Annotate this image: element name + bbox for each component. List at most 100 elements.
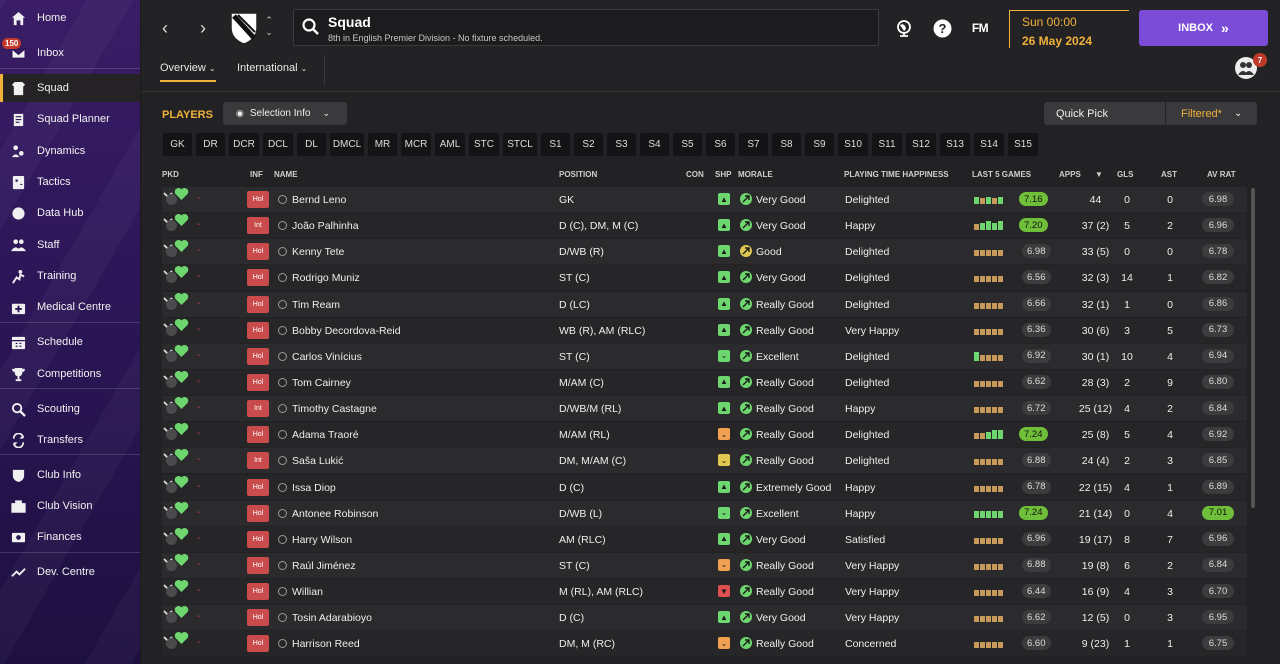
info-badge[interactable]: Hol xyxy=(247,556,269,574)
col-pkd[interactable]: PKD xyxy=(162,170,179,179)
info-badge[interactable]: Hol xyxy=(247,191,269,208)
position-filter-s2[interactable]: S2 xyxy=(574,133,603,156)
sidebar-item-staff[interactable]: Staff xyxy=(0,231,140,259)
position-filter-s13[interactable]: S13 xyxy=(940,133,970,156)
sidebar-item-squad-planner[interactable]: Squad Planner xyxy=(0,105,140,133)
fm-logo[interactable]: FM xyxy=(971,21,989,35)
sidebar-item-finances[interactable]: Finances xyxy=(0,523,140,551)
help-icon[interactable]: ? xyxy=(931,17,953,39)
table-row[interactable]: - Hol Antonee Robinson D/WB (L) ⌄ Excellent Ha… xyxy=(162,500,1247,526)
position-filter-s8[interactable]: S8 xyxy=(772,133,801,156)
col-happiness[interactable]: PLAYING TIME HAPPINESS xyxy=(844,170,949,179)
col-gls[interactable]: GLS xyxy=(1117,170,1134,179)
position-filter-stc[interactable]: STC xyxy=(469,133,499,156)
sidebar-item-inbox[interactable]: Inbox xyxy=(0,39,140,67)
sidebar-item-dynamics[interactable]: Dynamics xyxy=(0,137,140,165)
player-name[interactable]: Tosin Adarabioyo xyxy=(292,612,372,625)
position-filter-s6[interactable]: S6 xyxy=(706,133,735,156)
player-name[interactable]: Carlos Vinícius xyxy=(292,350,362,363)
globe-icon[interactable] xyxy=(893,17,915,39)
player-name[interactable]: Bobby Decordova-Reid xyxy=(292,324,401,337)
forward-arrow-button[interactable]: › xyxy=(200,17,206,38)
pick-toggle[interactable] xyxy=(166,507,177,519)
table-row[interactable]: - Hol Harrison Reed DM, M (RC) ⌄ Really Good C… xyxy=(162,631,1247,657)
position-filter-s7[interactable]: S7 xyxy=(739,133,768,156)
sidebar-item-transfers[interactable]: Transfers xyxy=(0,426,140,454)
pick-toggle[interactable] xyxy=(166,638,177,650)
pick-toggle[interactable] xyxy=(166,455,177,467)
sidebar-item-tactics[interactable]: Tactics xyxy=(0,168,140,196)
back-arrow-button[interactable]: ‹ xyxy=(162,17,168,38)
col-inf[interactable]: INF xyxy=(250,170,263,179)
info-badge[interactable]: Hol xyxy=(247,635,269,653)
table-row[interactable]: - Hol Harry Wilson AM (RLC) ▲ Very Good Satisf… xyxy=(162,526,1247,552)
table-row[interactable]: - Hol Issa Diop D (C) ▲ Extremely Good Happy 6.… xyxy=(162,474,1247,500)
pick-toggle[interactable] xyxy=(166,324,177,336)
position-filter-s1[interactable]: S1 xyxy=(541,133,570,156)
player-name[interactable]: Willian xyxy=(292,586,323,599)
player-name[interactable]: Adama Traoré xyxy=(292,429,359,442)
position-filter-s14[interactable]: S14 xyxy=(974,133,1004,156)
info-badge[interactable]: Hol xyxy=(247,609,269,627)
pick-toggle[interactable] xyxy=(166,272,177,284)
position-filter-gk[interactable]: GK xyxy=(163,133,192,156)
info-badge[interactable]: Hol xyxy=(247,583,269,601)
position-filter-mr[interactable]: MR xyxy=(368,133,397,156)
sidebar-item-competitions[interactable]: Competitions xyxy=(0,360,140,388)
position-filter-dcr[interactable]: DCR xyxy=(229,133,259,156)
info-badge[interactable]: Hol xyxy=(247,504,269,522)
sidebar-item-club-vision[interactable]: Club Vision xyxy=(0,492,140,520)
info-badge[interactable]: Hol xyxy=(247,269,269,287)
info-badge[interactable]: Hol xyxy=(247,321,269,339)
sidebar-item-training[interactable]: Training xyxy=(0,262,140,290)
info-badge[interactable]: Int xyxy=(247,452,269,470)
sidebar-item-medical-centre[interactable]: Medical Centre xyxy=(0,293,140,321)
sort-desc-icon[interactable]: ▼ xyxy=(1095,170,1103,179)
game-date[interactable]: Sun 00:00 26 May 2024 xyxy=(1009,10,1129,48)
table-row[interactable]: - Hol Kenny Tete D/WB (R) ▲ Good Delighted 6.98… xyxy=(162,239,1247,265)
info-badge[interactable]: Hol xyxy=(247,295,269,313)
position-filter-s12[interactable]: S12 xyxy=(906,133,936,156)
pick-toggle[interactable] xyxy=(166,350,177,362)
table-row[interactable]: - Hol Rodrigo Muniz ST (C) ▲ Very Good Delight… xyxy=(162,265,1247,291)
info-badge[interactable]: Hol xyxy=(247,478,269,496)
pick-toggle[interactable] xyxy=(166,481,177,493)
player-name[interactable]: Rodrigo Muniz xyxy=(292,272,360,285)
info-badge[interactable]: Hol xyxy=(247,426,269,444)
col-avrat[interactable]: AV RAT xyxy=(1207,170,1236,179)
col-shp[interactable]: SHP xyxy=(715,170,732,179)
info-badge[interactable]: Hol xyxy=(247,530,269,548)
page-title-box[interactable]: Squad 8th in English Premier Division - … xyxy=(293,9,879,46)
table-row[interactable]: - Int João Palhinha D (C), DM, M (C) ▲ Very G… xyxy=(162,213,1247,239)
player-name[interactable]: Timothy Castagne xyxy=(292,403,377,416)
player-name[interactable]: Kenny Tete xyxy=(292,246,345,259)
sidebar-item-data-hub[interactable]: Data Hub xyxy=(0,199,140,227)
table-row[interactable]: - Hol Willian M (RL), AM (RLC) ▼ Really Good V… xyxy=(162,579,1247,605)
table-row[interactable]: - Hol Bobby Decordova-Reid WB (R), AM (RLC)… xyxy=(162,317,1247,343)
position-filter-mcr[interactable]: MCR xyxy=(401,133,431,156)
pick-toggle[interactable] xyxy=(166,559,177,571)
table-row[interactable]: - Int Saša Lukić DM, M/AM (C) ⌄ Really Good De… xyxy=(162,448,1247,474)
sidebar-item-squad[interactable]: Squad xyxy=(0,74,140,102)
info-badge[interactable]: Int xyxy=(247,400,269,418)
col-con[interactable]: CON xyxy=(686,170,704,179)
player-name[interactable]: Tom Cairney xyxy=(292,376,351,389)
position-filter-aml[interactable]: AML xyxy=(435,133,465,156)
position-filter-stcl[interactable]: STCL xyxy=(503,133,537,156)
tab-international[interactable]: International ⌄ xyxy=(237,62,307,80)
table-scrollbar[interactable] xyxy=(1251,188,1255,508)
position-filter-s4[interactable]: S4 xyxy=(640,133,669,156)
pick-toggle[interactable] xyxy=(166,194,177,205)
info-badge[interactable]: Hol xyxy=(247,243,269,261)
col-last5[interactable]: LAST 5 GAMES xyxy=(972,170,1032,179)
pick-toggle[interactable] xyxy=(166,586,177,598)
staff-avatar-icon[interactable] xyxy=(1235,57,1257,79)
position-filter-s11[interactable]: S11 xyxy=(872,133,902,156)
pick-toggle[interactable] xyxy=(166,403,177,415)
col-position[interactable]: POSITION xyxy=(559,170,598,179)
player-name[interactable]: Harry Wilson xyxy=(292,533,353,546)
table-row[interactable]: - Hol Tom Cairney M/AM (C) ▲ Really Good Delig… xyxy=(162,369,1247,395)
sidebar-item-home[interactable]: Home xyxy=(0,4,140,32)
inbox-continue-button[interactable]: INBOX » xyxy=(1139,10,1268,46)
player-name[interactable]: Antonee Robinson xyxy=(292,507,379,520)
